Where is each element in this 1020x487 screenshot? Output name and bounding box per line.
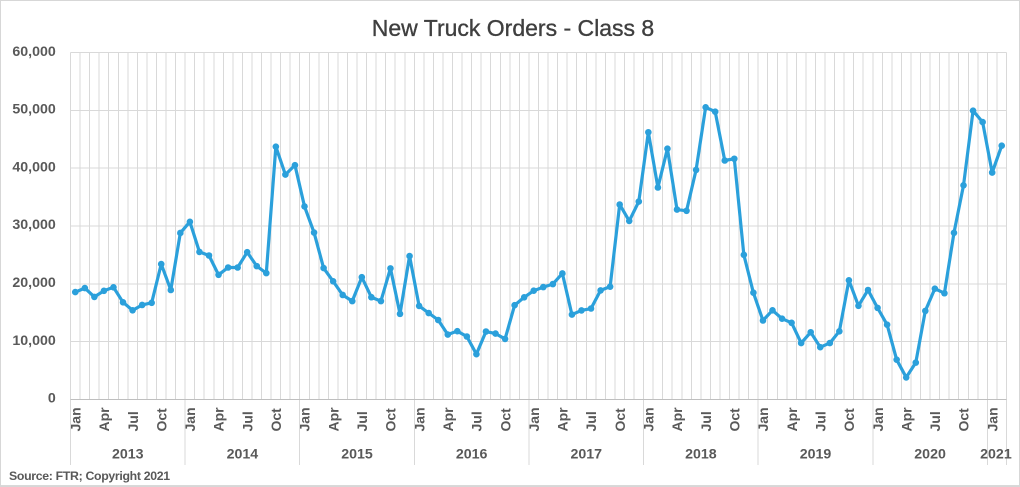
svg-text:2013: 2013 <box>112 447 144 463</box>
svg-text:0: 0 <box>48 391 56 407</box>
svg-text:Jan: Jan <box>411 407 427 431</box>
svg-text:Apr: Apr <box>96 407 112 432</box>
svg-text:Oct: Oct <box>383 408 399 432</box>
svg-text:40,000: 40,000 <box>12 159 56 175</box>
svg-text:Apr: Apr <box>555 407 571 432</box>
svg-text:Apr: Apr <box>440 407 456 432</box>
svg-text:Jul: Jul <box>354 411 370 431</box>
svg-text:Oct: Oct <box>497 408 513 432</box>
svg-text:Apr: Apr <box>784 407 800 432</box>
svg-text:Jul: Jul <box>812 411 828 431</box>
svg-text:Apr: Apr <box>669 407 685 432</box>
svg-text:2017: 2017 <box>570 447 602 463</box>
svg-text:10,000: 10,000 <box>12 333 56 349</box>
svg-text:Oct: Oct <box>956 408 972 432</box>
svg-text:Jan: Jan <box>984 407 1000 431</box>
svg-text:Jan: Jan <box>297 407 313 431</box>
svg-text:Apr: Apr <box>325 407 341 432</box>
svg-text:Oct: Oct <box>841 408 857 432</box>
svg-text:Jan: Jan <box>67 407 83 431</box>
svg-text:Jul: Jul <box>469 411 485 431</box>
svg-text:2016: 2016 <box>456 447 488 463</box>
svg-text:Jan: Jan <box>526 407 542 431</box>
svg-text:Jan: Jan <box>182 407 198 431</box>
svg-text:Jul: Jul <box>698 411 714 431</box>
svg-text:Jan: Jan <box>641 407 657 431</box>
svg-text:Oct: Oct <box>153 408 169 432</box>
svg-text:2018: 2018 <box>685 447 717 463</box>
svg-text:2015: 2015 <box>341 447 373 463</box>
svg-text:Jan: Jan <box>755 407 771 431</box>
svg-text:Jul: Jul <box>125 411 141 431</box>
svg-text:30,000: 30,000 <box>12 217 56 233</box>
svg-text:Jan: Jan <box>870 407 886 431</box>
svg-text:60,000: 60,000 <box>12 44 56 60</box>
svg-text:50,000: 50,000 <box>12 102 56 118</box>
svg-text:Apr: Apr <box>898 407 914 432</box>
svg-text:Jul: Jul <box>239 411 255 431</box>
svg-text:Oct: Oct <box>612 408 628 432</box>
svg-text:20,000: 20,000 <box>12 275 56 291</box>
svg-text:2014: 2014 <box>227 447 259 463</box>
svg-text:Oct: Oct <box>268 408 284 432</box>
svg-text:Oct: Oct <box>727 408 743 432</box>
svg-text:2021: 2021 <box>980 447 1012 463</box>
svg-text:Jul: Jul <box>583 411 599 431</box>
svg-text:2019: 2019 <box>800 447 832 463</box>
svg-text:Apr: Apr <box>211 407 227 432</box>
svg-text:2020: 2020 <box>914 447 946 463</box>
svg-text:Jul: Jul <box>927 411 943 431</box>
